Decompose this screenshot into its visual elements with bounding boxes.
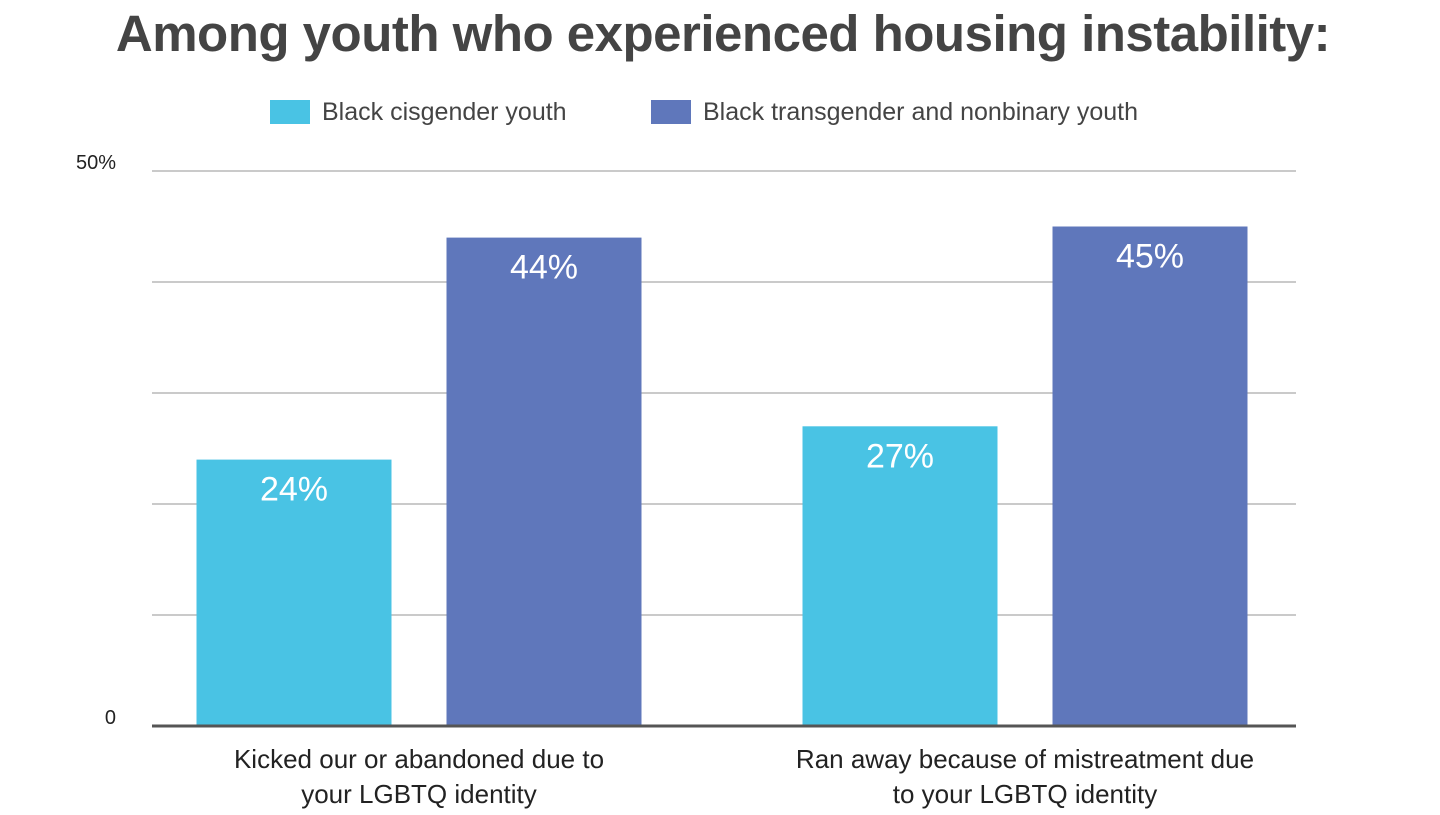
bar-value-label-series1-cat1: 45% <box>1116 238 1184 276</box>
legend-swatch-transgender-nonbinary <box>651 100 691 124</box>
category-label-0-line-0: Kicked our or abandoned due to <box>234 744 604 774</box>
y-tick-label-0: 0 <box>105 707 116 729</box>
legend-label-cisgender: Black cisgender youth <box>322 97 567 126</box>
bar-series1-cat0 <box>446 237 642 726</box>
legend: Black cisgender youth Black transgender … <box>0 96 1440 128</box>
legend-item-cisgender: Black cisgender youth <box>270 96 567 128</box>
bar-value-label-series0-cat1: 27% <box>866 437 934 475</box>
legend-swatch-cisgender <box>270 100 310 124</box>
category-label-1-line-1: to your LGBTQ identity <box>893 779 1157 809</box>
bar-value-label-series0-cat0: 24% <box>260 471 328 509</box>
bar-value-label-series1-cat0: 44% <box>510 249 578 287</box>
category-label-0-line-1: your LGBTQ identity <box>301 779 537 809</box>
legend-item-transgender-nonbinary: Black transgender and nonbinary youth <box>651 96 1138 128</box>
legend-label-transgender-nonbinary: Black transgender and nonbinary youth <box>703 97 1139 126</box>
bar-series1-cat1 <box>1052 226 1248 726</box>
category-label-1-line-0: Ran away because of mistreatment due <box>796 744 1254 774</box>
bar-series0-cat0 <box>196 459 392 726</box>
bar-series0-cat1 <box>802 426 998 726</box>
y-tick-label-50: 50% <box>76 152 116 174</box>
chart-title: Among youth who experienced housing inst… <box>115 5 1331 62</box>
